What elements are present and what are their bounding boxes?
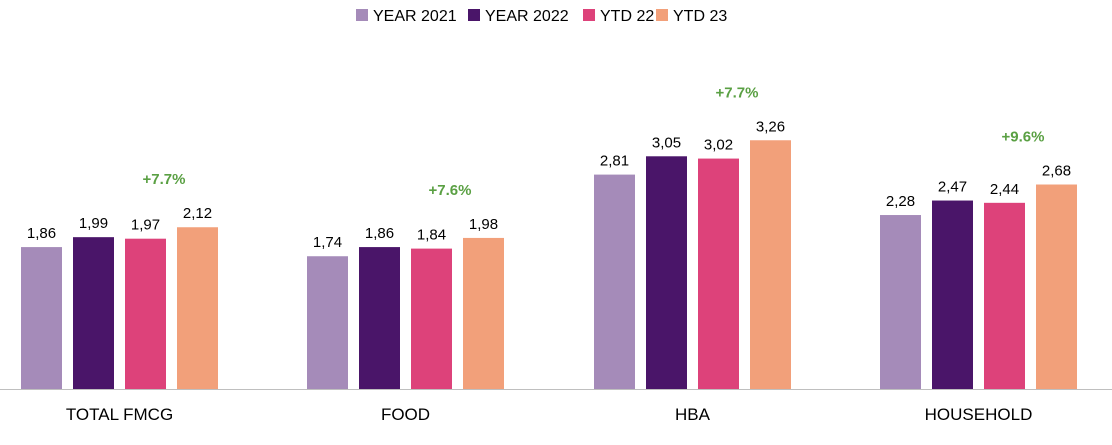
category-label-household: HOUSEHOLD (925, 405, 1033, 424)
growth-label-household: +9.6% (1002, 129, 1045, 146)
legend-item-year-2021: YEAR 2021 (356, 8, 457, 25)
bar-household-year-2022 (932, 200, 973, 389)
value-label-household-ytd-23: 2,68 (1042, 163, 1071, 180)
value-label-household-year-2021: 2,28 (886, 193, 915, 210)
bar-food-ytd-22 (411, 248, 452, 389)
value-label-food-year-2021: 1,74 (313, 234, 342, 251)
growth-labels: +7.7% +7.6% +7.7% +9.6% (143, 84, 1045, 199)
category-label-food: FOOD (381, 405, 430, 424)
value-label-food-ytd-23: 1,98 (469, 216, 498, 233)
bar-household-year-2021 (880, 215, 921, 389)
legend-label: YEAR 2022 (485, 8, 569, 25)
legend-swatch (356, 9, 368, 21)
bar-food-year-2022 (359, 247, 400, 389)
growth-label-hba: +7.7% (716, 84, 759, 101)
value-label-total-fmcg-year-2022: 1,99 (79, 215, 108, 232)
category-label-total-fmcg: TOTAL FMCG (66, 405, 173, 424)
value-label-hba-ytd-23: 3,26 (756, 118, 785, 135)
legend-swatch (656, 9, 668, 21)
bar-total-fmcg-ytd-23 (177, 227, 218, 389)
value-label-food-year-2022: 1,86 (365, 225, 394, 242)
value-label-total-fmcg-ytd-22: 1,97 (131, 217, 160, 234)
bar-food-ytd-23 (463, 237, 504, 389)
legend-swatch (468, 9, 480, 21)
value-label-household-year-2022: 2,47 (938, 179, 967, 196)
legend-label: YEAR 2021 (373, 8, 457, 25)
value-labels: 1,86 1,99 1,97 2,12 1,74 1,86 1,84 1,98 2,81 3,05… (27, 118, 1071, 251)
bar-hba-ytd-23 (750, 140, 791, 389)
bar-hba-year-2022 (646, 156, 687, 389)
legend-item-ytd-23: YTD 23 (656, 8, 727, 25)
legend-label: YTD 23 (673, 8, 727, 25)
bar-food-year-2021 (307, 256, 348, 389)
category-labels: TOTAL FMCG FOOD HBA HOUSEHOLD (66, 405, 1033, 424)
value-label-household-ytd-22: 2,44 (990, 181, 1019, 198)
value-label-hba-ytd-22: 3,02 (704, 137, 733, 154)
growth-label-total-fmcg: +7.7% (143, 171, 186, 188)
value-label-hba-year-2021: 2,81 (600, 153, 629, 170)
value-label-total-fmcg-year-2021: 1,86 (27, 225, 56, 242)
growth-label-food: +7.6% (429, 182, 472, 199)
legend: YEAR 2021 YEAR 2022 YTD 22 YTD 23 (356, 8, 727, 25)
bar-total-fmcg-ytd-22 (125, 238, 166, 389)
legend-label: YTD 22 (600, 8, 654, 25)
legend-swatch (583, 9, 595, 21)
bar-total-fmcg-year-2021 (21, 247, 62, 389)
legend-item-year-2022: YEAR 2022 (468, 8, 569, 25)
bar-household-ytd-23 (1036, 184, 1077, 389)
value-label-total-fmcg-ytd-23: 2,12 (183, 205, 212, 222)
bar-household-ytd-22 (984, 202, 1025, 389)
value-label-food-ytd-22: 1,84 (417, 227, 446, 244)
value-label-hba-year-2022: 3,05 (652, 134, 681, 151)
bar-total-fmcg-year-2022 (73, 237, 114, 389)
category-label-hba: HBA (675, 405, 711, 424)
bar-hba-ytd-22 (698, 158, 739, 389)
bar-hba-year-2021 (594, 174, 635, 389)
bars (21, 140, 1077, 389)
legend-item-ytd-22: YTD 22 (583, 8, 654, 25)
